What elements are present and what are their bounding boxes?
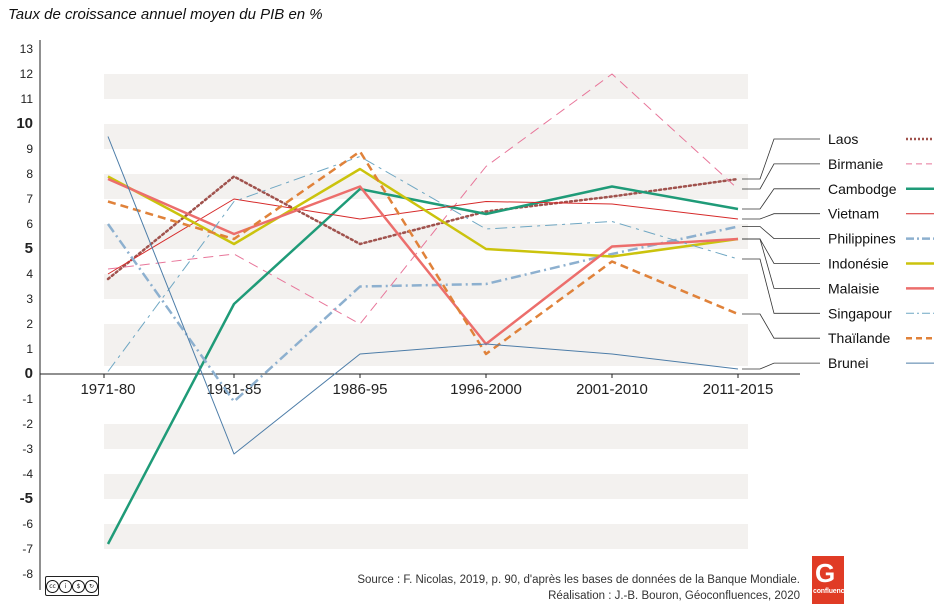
y-tick-label: -3 xyxy=(22,442,33,456)
y-tick-label: -4 xyxy=(22,467,33,481)
y-tick-label: 13 xyxy=(20,42,34,56)
y-tick-label: -8 xyxy=(22,567,33,581)
x-tick-label: 1971-80 xyxy=(80,381,135,398)
legend-label: Singapour xyxy=(828,305,892,321)
legend-label: Thaïlande xyxy=(828,330,890,346)
grid-band xyxy=(104,549,748,574)
x-tick-labels: 1971-80 1981-85 1986-95 1996-2000 2001-2010 2… xyxy=(80,381,773,398)
y-tick-label: -1 xyxy=(22,392,33,406)
grid-bands xyxy=(104,74,748,574)
y-tick-label: 1 xyxy=(26,342,33,356)
grid-band xyxy=(104,124,748,149)
legend-label: Vietnam xyxy=(828,206,879,222)
logo-wordmark: confluences xyxy=(813,588,852,595)
y-tick-label: 11 xyxy=(21,92,34,106)
y-tick-label: 0 xyxy=(25,365,33,382)
y-tick-label: -5 xyxy=(20,490,33,507)
grid-band xyxy=(104,149,748,174)
x-tick-label: 2011-2015 xyxy=(703,381,774,398)
axes xyxy=(39,40,800,590)
y-tick-label: 4 xyxy=(26,267,33,281)
y-tick-label: -7 xyxy=(22,542,33,556)
y-tick-label: 3 xyxy=(26,292,33,306)
x-tick-label: 1996-2000 xyxy=(450,381,522,398)
grid-band xyxy=(104,424,748,449)
grid-band xyxy=(104,474,748,499)
legend-leader xyxy=(742,188,820,210)
grid-band xyxy=(104,499,748,524)
series-line xyxy=(107,73,739,325)
legend-label: Indonésie xyxy=(828,256,889,272)
series-line xyxy=(107,156,739,372)
legend-leader xyxy=(742,138,820,180)
legend-label: Laos xyxy=(828,131,858,147)
grid-band xyxy=(104,524,748,549)
grid-band xyxy=(104,324,748,349)
y-tick-label: 5 xyxy=(25,240,33,257)
y-tick-label: 8 xyxy=(26,167,33,181)
legend-leader xyxy=(742,226,820,240)
grid-band xyxy=(104,174,748,199)
x-tick-label: 1986-95 xyxy=(332,381,387,398)
legend-leader xyxy=(742,213,820,220)
legend-label: Malaisie xyxy=(828,280,880,296)
legend-leader xyxy=(742,163,820,190)
legend: Laos Birmanie Cambodge Vietnam Philippines In… xyxy=(742,131,934,371)
series-line xyxy=(106,185,739,545)
legend-label: Brunei xyxy=(828,355,868,371)
source-text: Source : F. Nicolas, 2019, p. 90, d'aprè… xyxy=(357,574,800,586)
y-tick-label: 6 xyxy=(26,217,33,231)
legend-leader xyxy=(742,362,820,370)
y-tick-label: -6 xyxy=(22,517,33,531)
cc-icon: cc xyxy=(46,579,59,593)
sa-icon: ↻ xyxy=(85,579,98,593)
series-line xyxy=(106,175,740,281)
creative-commons-badge[interactable]: cc i $ ↻ xyxy=(45,576,99,596)
grid-band xyxy=(104,74,748,99)
grid-band xyxy=(104,99,748,124)
x-tick-label: 2001-2010 xyxy=(576,381,648,398)
grid-band xyxy=(104,449,748,474)
grid-band xyxy=(104,274,748,299)
y-tick-label: -2 xyxy=(22,417,33,431)
legend-label: Cambodge xyxy=(828,181,897,197)
y-tick-label: 12 xyxy=(20,67,34,81)
series-line xyxy=(106,223,739,403)
logo-letter: G xyxy=(815,558,836,588)
series-lines xyxy=(106,73,740,545)
series-line xyxy=(107,177,739,346)
x-tick-label: 1981-85 xyxy=(206,381,261,398)
series-line xyxy=(107,136,739,455)
legend-leader xyxy=(742,258,820,314)
legend-label: Philippines xyxy=(828,231,896,247)
y-tick-label: 10 xyxy=(16,115,33,132)
chart-title: Taux de croissance annuel moyen du PIB e… xyxy=(8,6,323,23)
grid-band xyxy=(104,349,748,366)
legend-leader xyxy=(742,313,820,339)
y-tick-label: 7 xyxy=(26,192,33,206)
credit-text: Réalisation : J.-B. Bouron, Géoconfluenc… xyxy=(548,590,800,602)
grid-band xyxy=(104,399,748,424)
legend-label: Birmanie xyxy=(828,156,883,172)
geoconfluences-logo[interactable]: G confluences xyxy=(812,556,852,604)
y-tick-label: 2 xyxy=(26,317,33,331)
by-icon: i xyxy=(59,579,72,593)
legend-leader xyxy=(742,238,820,289)
series-line xyxy=(107,150,739,356)
y-tick-label: 9 xyxy=(26,142,33,156)
nc-icon: $ xyxy=(72,579,85,593)
grid-band xyxy=(104,299,748,324)
legend-leader xyxy=(742,238,820,264)
